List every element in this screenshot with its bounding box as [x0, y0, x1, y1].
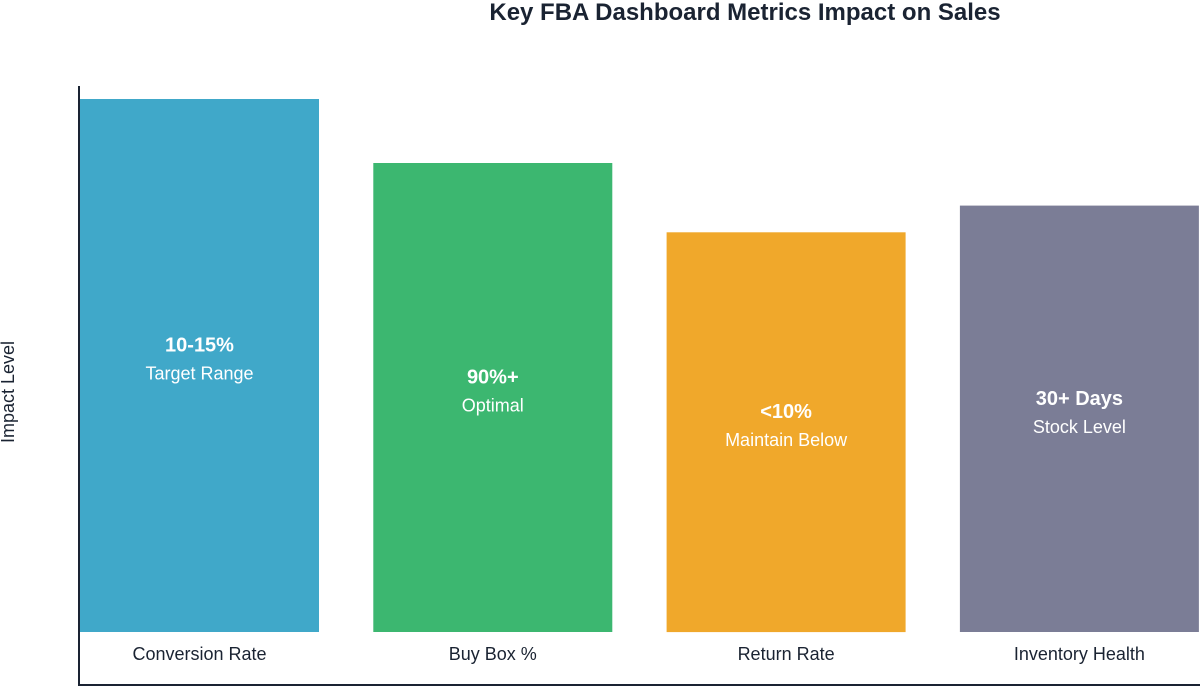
bar-sub-label: Target Range — [145, 364, 253, 384]
bar-value-label: 10-15% — [165, 335, 234, 357]
bar-value-label: <10% — [760, 401, 812, 423]
bar-value-label: 90%+ — [467, 367, 519, 389]
x-tick-label: Return Rate — [738, 644, 835, 664]
bars-group: 10-15% Target Range Conversion Rate 90%+ Opt… — [80, 99, 1199, 664]
bar-value-label: 30+ Days — [1036, 388, 1123, 410]
bar-inventory-health — [959, 205, 1199, 632]
x-tick-label: Buy Box % — [449, 644, 537, 664]
y-axis-label: Impact Level — [0, 341, 18, 443]
bar-return-rate — [666, 232, 906, 633]
x-tick-label: Conversion Rate — [132, 644, 266, 664]
bar-sub-label: Stock Level — [1033, 417, 1126, 437]
bar-sub-label: Optimal — [462, 396, 524, 416]
x-tick-label: Inventory Health — [1014, 644, 1145, 664]
bar-buy-box — [373, 163, 613, 632]
chart-title: Key FBA Dashboard Metrics Impact on Sale… — [489, 0, 1000, 26]
bar-conversion-rate — [80, 99, 319, 632]
bar-sub-label: Maintain Below — [725, 430, 848, 450]
